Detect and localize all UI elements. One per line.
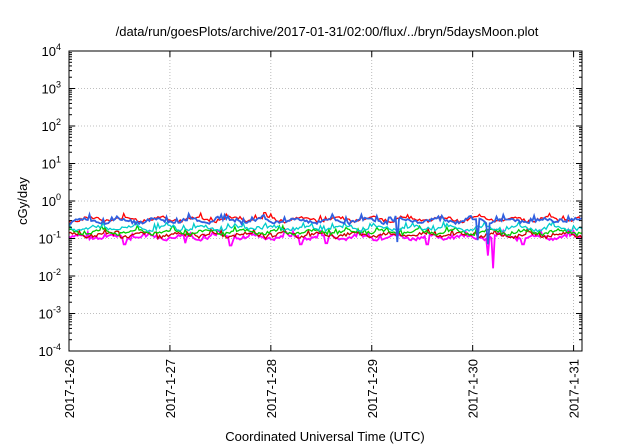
chart-title: /data/run/goesPlots/archive/2017-01-31/0… [116,24,539,39]
grid [69,51,582,351]
y-tick-label: 10-2 [39,267,61,284]
series-line [68,227,583,269]
x-tick-label: 2017-1-26 [62,359,77,418]
x-tick-label: 2017-1-31 [567,359,582,418]
y-tick-label: 103 [42,80,61,97]
y-tick-label: 102 [42,117,61,134]
x-tick-label: 2017-1-27 [163,359,178,418]
plot-frame [68,50,583,352]
series-line [68,219,583,233]
x-tick-label: 2017-1-28 [264,359,279,418]
series-line [68,211,583,245]
y-axis-label: cGy/day [15,177,30,225]
series-group [68,211,583,269]
y-tick-label: 100 [42,192,61,209]
x-axis: 2017-1-26 2017-1-27 2017-1-28 2017-1-29 2017… [62,51,582,418]
x-tick-label: 2017-1-29 [365,359,380,418]
x-tick-label: 2017-1-30 [466,359,481,418]
y-tick-label: 10-3 [39,305,61,322]
y-tick-label: 101 [42,155,61,172]
x-axis-label: Coordinated Universal Time (UTC) [225,429,424,444]
y-tick-label: 104 [42,42,61,59]
y-tick-label: 10-1 [39,230,61,247]
y-tick-label: 10-4 [39,342,61,359]
y-axis: 10-4 10-3 10-2 10-1 100 101 102 103 104 [39,42,582,359]
